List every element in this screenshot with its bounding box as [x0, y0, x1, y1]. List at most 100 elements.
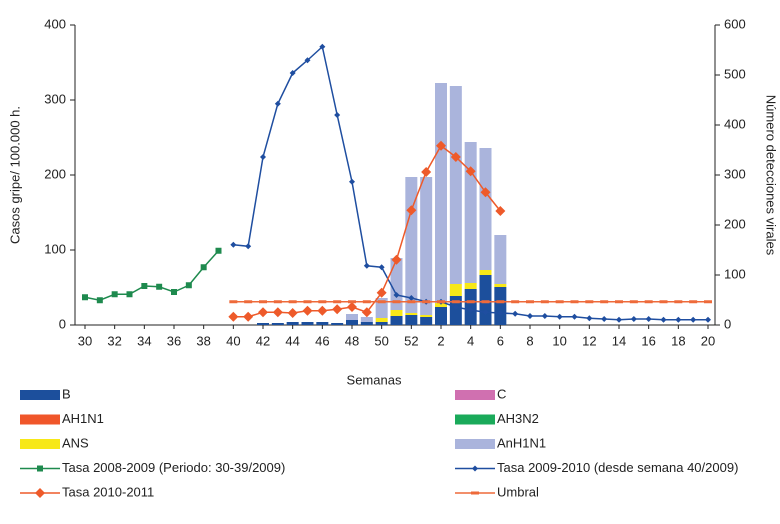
x-tick-label: 20: [701, 333, 715, 348]
y-tick-label: 0: [59, 316, 66, 331]
point: [406, 205, 417, 216]
point: [705, 316, 711, 323]
bar: [420, 315, 433, 317]
point: [347, 302, 357, 312]
y-tick-label: 200: [44, 166, 66, 181]
point: [408, 295, 415, 301]
legend-label: AH1N1: [62, 411, 104, 426]
point: [450, 152, 461, 162]
point: [243, 311, 254, 322]
point: [230, 241, 237, 248]
x-tick-label: 46: [315, 333, 329, 348]
legend-label: AH3N2: [497, 411, 539, 426]
y2-tick-label: 200: [724, 216, 746, 231]
point: [96, 297, 103, 304]
point: [228, 311, 239, 322]
bar: [479, 275, 492, 325]
x-tick-label: 16: [641, 333, 655, 348]
point: [421, 167, 432, 177]
point: [616, 316, 622, 323]
point: [465, 166, 476, 177]
x-axis-title: Semanas: [347, 372, 402, 387]
legend-label: Tasa 2010-2011: [62, 484, 154, 499]
bar: [405, 315, 418, 325]
point: [541, 313, 548, 319]
point: [304, 57, 311, 64]
x-tick-label: 48: [345, 333, 359, 348]
point: [361, 307, 372, 318]
point: [332, 304, 343, 315]
point: [675, 316, 682, 323]
x-tick-label: 4: [467, 333, 474, 348]
legend-swatch: [455, 439, 495, 449]
bar: [464, 142, 477, 283]
point: [630, 316, 637, 322]
x-tick-label: 12: [582, 333, 596, 348]
bar: [360, 317, 373, 322]
bar: [449, 284, 462, 296]
point: [512, 310, 519, 317]
x-tick-label: 2: [437, 333, 444, 348]
y-axis-title: Casos gripe/ 100.000 h.: [7, 106, 22, 244]
bar: [331, 323, 344, 325]
point: [274, 100, 281, 107]
point: [497, 310, 504, 316]
point: [393, 292, 400, 298]
point: [289, 70, 296, 76]
point: [660, 316, 667, 323]
point: [334, 112, 341, 118]
point: [260, 154, 266, 160]
y2-axis-title: Número detecciones virales: [764, 95, 779, 256]
point: [215, 247, 222, 254]
bar: [494, 287, 507, 325]
point: [480, 187, 491, 198]
bar: [494, 235, 507, 284]
point: [571, 313, 578, 320]
point: [349, 178, 355, 185]
x-tick-label: 38: [196, 333, 210, 348]
legend-swatch: [20, 414, 60, 425]
bar: [375, 322, 388, 325]
legend-marker: [472, 465, 478, 472]
x-tick-label: 40: [226, 333, 240, 348]
point: [287, 308, 298, 318]
bar: [346, 320, 358, 325]
point: [376, 287, 387, 298]
legend-label: Umbral: [497, 484, 539, 499]
legend-swatch: [455, 414, 495, 425]
bar: [286, 322, 299, 325]
y2-tick-label: 300: [724, 166, 746, 181]
x-tick-label: 32: [107, 333, 121, 348]
x-tick-label: 8: [526, 333, 533, 348]
x-tick-label: 52: [404, 333, 418, 348]
legend-swatch: [455, 390, 495, 400]
bar: [390, 258, 403, 310]
bar: [390, 316, 403, 325]
point: [185, 282, 192, 289]
point: [82, 294, 88, 301]
bar: [375, 318, 388, 322]
bar: [390, 310, 403, 316]
legend-label: Tasa 2008-2009 (Periodo: 30-39/2009): [62, 460, 285, 475]
point: [141, 283, 148, 289]
bar: [346, 314, 358, 320]
bar: [494, 284, 507, 287]
x-tick-label: 14: [612, 333, 626, 348]
point: [482, 309, 489, 316]
point: [645, 316, 652, 322]
point: [690, 316, 697, 323]
legend-label: B: [62, 386, 71, 401]
bar: [316, 322, 329, 325]
legend-label: C: [497, 386, 506, 401]
point: [467, 307, 474, 313]
bar: [301, 322, 314, 325]
bar: [435, 83, 447, 303]
bar: [435, 307, 447, 325]
x-tick-label: 44: [285, 333, 299, 348]
point: [156, 283, 163, 290]
bar: [360, 322, 373, 325]
bar: [420, 317, 433, 325]
point: [171, 289, 177, 295]
y2-tick-label: 100: [724, 266, 746, 281]
